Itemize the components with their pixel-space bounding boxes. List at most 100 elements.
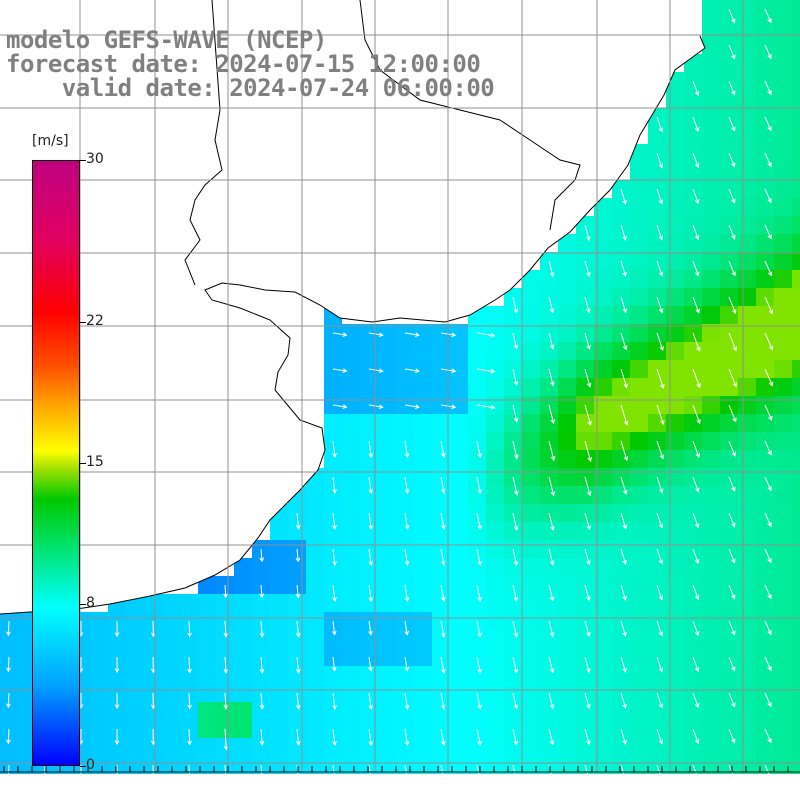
wind-arrow-head bbox=[622, 308, 627, 314]
wind-cell bbox=[648, 162, 666, 180]
wind-cell bbox=[774, 756, 792, 774]
wind-arrow bbox=[692, 656, 699, 672]
wind-cell bbox=[558, 324, 576, 342]
wind-cell bbox=[306, 666, 324, 684]
wind-cell bbox=[504, 738, 522, 756]
wind-cell bbox=[378, 720, 396, 738]
wind-cell bbox=[792, 288, 800, 306]
wind-cell bbox=[738, 630, 756, 648]
wind-cell bbox=[666, 504, 684, 522]
wind-arrow bbox=[476, 656, 481, 673]
wind-cell bbox=[126, 684, 144, 702]
wind-arrow bbox=[692, 224, 699, 240]
wind-arrow-head bbox=[658, 631, 664, 637]
wind-arrow bbox=[368, 692, 372, 710]
lat-lon-grid bbox=[0, 0, 800, 772]
wind-arrow bbox=[548, 692, 554, 709]
wind-cell bbox=[234, 702, 252, 720]
wind-cell bbox=[774, 90, 792, 108]
wind-cell bbox=[450, 540, 468, 558]
wind-cell bbox=[792, 684, 800, 702]
wind-cell bbox=[486, 468, 504, 486]
wind-arrow-head bbox=[42, 775, 48, 781]
wind-arrow-head bbox=[223, 668, 229, 674]
wind-cell bbox=[792, 540, 800, 558]
wind-cell bbox=[738, 432, 756, 450]
wind-cell bbox=[234, 684, 252, 702]
wind-cell bbox=[558, 738, 576, 756]
wind-cell bbox=[594, 522, 612, 540]
wind-arrow-head bbox=[660, 419, 665, 425]
wind-cell bbox=[558, 702, 576, 720]
wind-arrow bbox=[260, 692, 263, 709]
wind-cell bbox=[486, 738, 504, 756]
wind-arrow bbox=[656, 512, 663, 528]
wind-arrow-head bbox=[622, 703, 627, 709]
wind-cell bbox=[486, 306, 504, 324]
wind-cell bbox=[540, 342, 558, 360]
wind-arrow-head bbox=[694, 235, 700, 241]
wind-arrow bbox=[404, 404, 420, 408]
wind-arrow bbox=[368, 548, 372, 566]
wind-arrow-head bbox=[404, 704, 410, 710]
wind-cell bbox=[774, 198, 792, 216]
wind-cell bbox=[594, 558, 612, 576]
wind-cell bbox=[630, 594, 648, 612]
wind-cell bbox=[540, 450, 558, 468]
wind-cell bbox=[450, 432, 468, 450]
wind-cell bbox=[486, 342, 504, 360]
wind-cell bbox=[720, 342, 738, 360]
wind-arrow bbox=[656, 476, 663, 493]
wind-cell bbox=[540, 486, 558, 504]
wind-arrow bbox=[548, 260, 554, 277]
wind-arrow bbox=[728, 692, 736, 707]
wind-arrow bbox=[440, 440, 445, 457]
wind-arrow bbox=[260, 620, 263, 637]
wind-cell bbox=[486, 576, 504, 594]
wind-arrow-head bbox=[731, 774, 736, 780]
wind-arrow bbox=[584, 224, 590, 241]
wind-cell bbox=[450, 342, 468, 360]
wind-arrow bbox=[692, 548, 699, 564]
wind-cell bbox=[558, 558, 576, 576]
wind-cell bbox=[792, 702, 800, 720]
wind-arrow-head bbox=[368, 705, 374, 710]
wind-arrow-head bbox=[513, 632, 519, 638]
wind-cell bbox=[630, 288, 648, 306]
wind-cell bbox=[666, 90, 684, 108]
wind-cell bbox=[594, 324, 612, 342]
wind-cell bbox=[558, 684, 576, 702]
wind-cell bbox=[342, 342, 360, 360]
wind-arrow bbox=[440, 584, 445, 601]
wind-cell bbox=[594, 360, 612, 378]
wind-arrow-head bbox=[658, 595, 664, 601]
wind-cell bbox=[342, 504, 360, 522]
wind-arrow-head bbox=[658, 523, 664, 529]
wind-cell bbox=[468, 414, 486, 432]
wind-arrow bbox=[404, 368, 420, 372]
wind-cell bbox=[162, 756, 180, 774]
wind-cell bbox=[756, 198, 774, 216]
wind-arrow-head bbox=[586, 632, 591, 638]
wind-cell bbox=[378, 612, 396, 630]
wind-cell bbox=[792, 720, 800, 738]
wind-cell bbox=[342, 612, 360, 630]
wind-arrow bbox=[692, 692, 699, 708]
wind-cell bbox=[630, 252, 648, 270]
wind-cell bbox=[162, 648, 180, 666]
wind-cell bbox=[774, 36, 792, 54]
wind-cell bbox=[522, 504, 540, 522]
wind-arrow bbox=[332, 368, 347, 372]
wind-cell bbox=[558, 522, 576, 540]
wind-arrow-head bbox=[549, 344, 555, 350]
wind-cell bbox=[702, 504, 720, 522]
wind-cell bbox=[324, 702, 342, 720]
wind-arrow bbox=[764, 620, 772, 635]
wind-arrow-head bbox=[622, 271, 627, 277]
wind-arrow-head bbox=[114, 776, 120, 782]
wind-cell bbox=[630, 198, 648, 216]
wind-cell bbox=[594, 306, 612, 324]
wind-arrow bbox=[728, 296, 736, 314]
wind-cell bbox=[0, 666, 18, 684]
